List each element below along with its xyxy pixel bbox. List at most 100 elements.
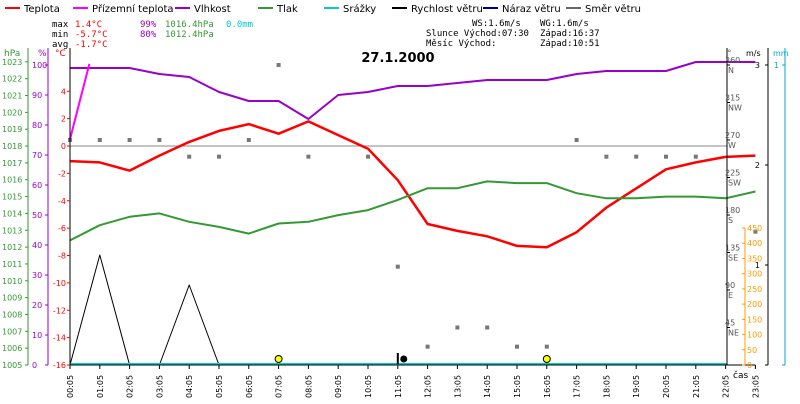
dir-tick-compass: S: [728, 216, 733, 225]
stat-label-1: min: [52, 30, 68, 40]
legend-label-5: Rychlost větru: [411, 3, 483, 15]
pct-tick-label: 60: [32, 181, 42, 190]
hpa-tick-label: 1014: [2, 209, 22, 218]
x-tick-label: 09:05: [334, 375, 343, 398]
temp-tick-label: 0: [61, 142, 66, 151]
hpa-tick-label: 1009: [2, 294, 22, 303]
chart-title: 27.1.2000: [361, 51, 434, 66]
dir-tick-label: 270: [725, 131, 740, 140]
wind-dir-point: [485, 325, 490, 330]
pct-tick-label: 80: [32, 121, 42, 130]
x-tick-label: 14:05: [483, 375, 492, 398]
x-axis-unit: čas: [733, 370, 748, 381]
wind-dir-point: [187, 154, 192, 159]
series-line-1: [70, 61, 756, 120]
stats-block: max 1.4°C 99% 1016.4hPa 0.0mm min -5.7°C 80% 101…: [52, 20, 253, 50]
dir-tick-label: 90: [725, 281, 735, 290]
dir-tick-label: 135: [725, 244, 740, 253]
hpa-tick-label: 1012: [2, 243, 22, 252]
stat-press-1: 1012.4hPa: [165, 30, 214, 40]
hpa-tick-label: 1017: [2, 159, 22, 168]
x-tick-label: 03:05: [155, 375, 164, 398]
hpa-tick-label: 1005: [2, 361, 22, 370]
x-tick-label: 00:05: [66, 375, 75, 398]
dir-tick-label: 225: [725, 169, 740, 178]
wind-dir-point: [395, 264, 400, 269]
wind-dir-point: [634, 154, 639, 159]
legend-label-2: Vlhkost: [194, 4, 231, 15]
rad-tick-label: 0: [747, 361, 752, 370]
sun-marker-1: [542, 355, 551, 363]
pct-tick-label: 50: [32, 211, 42, 220]
temp-tick-label: -12: [53, 306, 66, 315]
dir-tick-label: 360: [725, 56, 740, 65]
legend-label-1: Přízemní teplota: [92, 3, 174, 15]
x-tick-label: 12:05: [424, 375, 433, 398]
series-line-3: [69, 63, 91, 140]
dir-tick-compass: N: [728, 66, 734, 75]
info-wg: WG:1.6m/s: [540, 19, 589, 29]
legend-label-4: Srážky: [343, 3, 376, 15]
hpa-tick-label: 1021: [2, 92, 22, 101]
hpa-tick-label: 1018: [2, 142, 22, 151]
rad-tick-label: 450: [747, 224, 762, 233]
info-sun-set: Západ:16:37: [540, 29, 600, 39]
temp-axis-unit: °C: [55, 49, 66, 59]
x-tick-label: 04:05: [185, 375, 194, 398]
moon-marker: [400, 355, 408, 363]
temp-tick-label: -14: [53, 334, 66, 343]
wind-dir-point: [604, 154, 609, 159]
temp-tick-label: -6: [58, 224, 66, 233]
stat-rain-0: 0.0mm: [226, 20, 253, 30]
temp-tick-label: -4: [58, 197, 66, 206]
wind-dir-point: [97, 138, 102, 142]
wind-dir-point: [544, 344, 549, 349]
rad-tick-label: 350: [747, 254, 762, 263]
hpa-tick-label: 1020: [2, 108, 22, 117]
hpa-tick-label: 1016: [2, 176, 22, 185]
rad-tick-label: 200: [747, 300, 762, 309]
x-tick-label: 19:05: [632, 375, 641, 398]
stat-temp-1: -5.7°C: [75, 30, 108, 40]
legend-label-0: Teplota: [23, 4, 60, 15]
stat-label-0: max: [52, 20, 69, 30]
wind-dir-point: [455, 325, 460, 330]
wind-dir-point: [693, 154, 698, 159]
hpa-tick-label: 1015: [2, 193, 22, 202]
info-ws: WS:1.6m/s: [472, 19, 521, 29]
pct-tick-label: 20: [32, 301, 42, 310]
pct-axis-unit: %: [38, 49, 47, 59]
rad-tick-label: 300: [747, 270, 762, 279]
stat-press-0: 1016.4hPa: [165, 20, 214, 30]
x-tick-label: 21:05: [692, 375, 701, 398]
hpa-tick-label: 1013: [2, 226, 22, 235]
temp-tick-label: -8: [58, 252, 66, 261]
rad-tick-label: 50: [747, 346, 757, 355]
ms-axis-unit: m/s: [746, 49, 761, 58]
ms-tick-label: 2: [755, 161, 760, 170]
dir-tick-compass: SE: [728, 254, 738, 263]
stat-temp-2: -1.7°C: [75, 40, 108, 50]
wind-dir-point: [753, 229, 758, 234]
moon-bar: [396, 353, 399, 364]
pct-tick-label: 10: [32, 331, 42, 340]
x-tick-label: 07:05: [275, 375, 284, 398]
temp-tick-label: 2: [61, 115, 66, 124]
wind-dir-point: [276, 63, 281, 67]
x-tick-label: 10:05: [364, 375, 373, 398]
x-tick-label: 02:05: [126, 375, 135, 398]
wind-dir-point: [306, 154, 311, 159]
dir-axis-unit: °: [727, 49, 732, 59]
mm-tick-label: 1: [774, 61, 779, 70]
temp-tick-label: 4: [61, 87, 66, 96]
sun-moon-info: WS:1.6m/s WG:1.6m/s Slunce Východ:07:30 Záp…: [426, 19, 600, 49]
pct-tick-label: 90: [32, 91, 42, 100]
pct-tick-label: 70: [32, 151, 42, 160]
pct-tick-label: 100: [32, 61, 47, 70]
hpa-tick-label: 1010: [2, 277, 22, 286]
x-tick-label: 01:05: [96, 375, 105, 398]
series-line-2: [69, 180, 756, 242]
rad-tick-label: 150: [747, 315, 762, 324]
dir-tick-compass: NE: [728, 329, 739, 338]
